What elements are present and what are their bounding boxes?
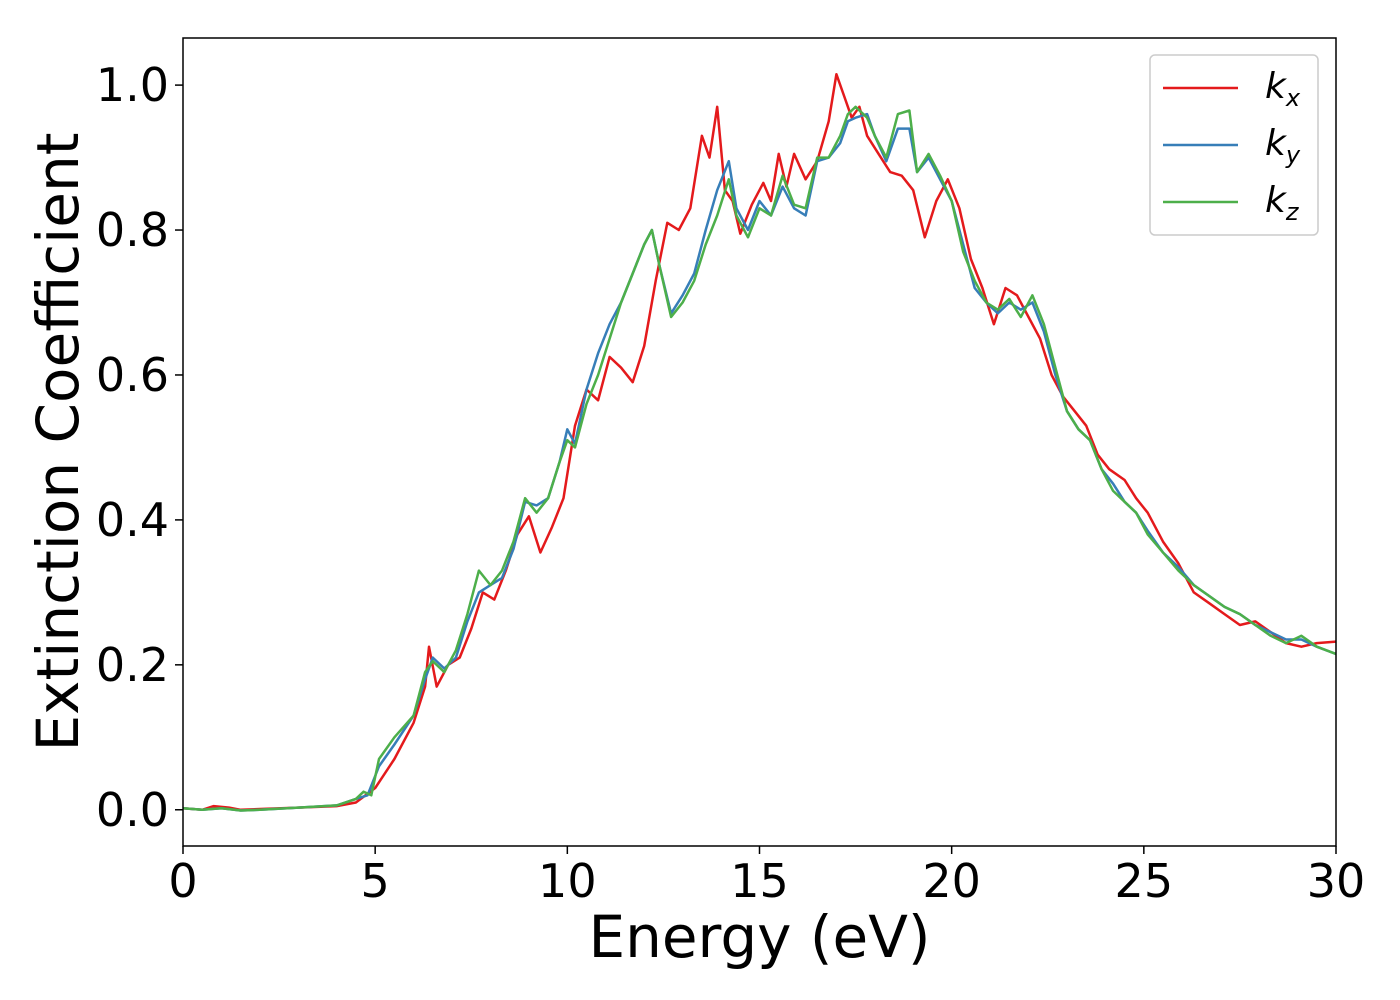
legend-label-kz: kz (1265, 180, 1300, 226)
y-tick-label: 0.0 (96, 783, 169, 837)
x-tick-label: 15 (730, 854, 789, 908)
x-axis: 0 5 10 15 20 25 30 (168, 846, 1365, 908)
y-tick-label: 1.0 (96, 58, 169, 112)
legend: kx ky kz (1149, 54, 1319, 236)
y-tick-label: 0.2 (96, 638, 169, 692)
y-tick-label: 0.6 (96, 348, 169, 402)
series-line-kz (183, 105, 1336, 812)
y-tick-label: 0.8 (96, 203, 169, 257)
x-tick-label: 25 (1115, 854, 1174, 908)
x-tick-label: 5 (361, 854, 390, 908)
series-line-ky (183, 112, 1336, 812)
y-axis-title: Extinction Coefficient (24, 133, 92, 752)
series-layer (183, 72, 1336, 812)
x-tick-label: 10 (538, 854, 597, 908)
x-tick-label: 20 (922, 854, 981, 908)
y-tick-label: 0.4 (96, 493, 169, 547)
legend-label-kx: kx (1265, 66, 1301, 112)
x-axis-title: Energy (eV) (588, 903, 930, 971)
x-tick-label: 30 (1307, 854, 1366, 908)
legend-label-ky: ky (1265, 123, 1301, 169)
y-axis: 0.0 0.2 0.4 0.6 0.8 1.0 (96, 58, 183, 837)
x-tick-label: 0 (168, 854, 197, 908)
